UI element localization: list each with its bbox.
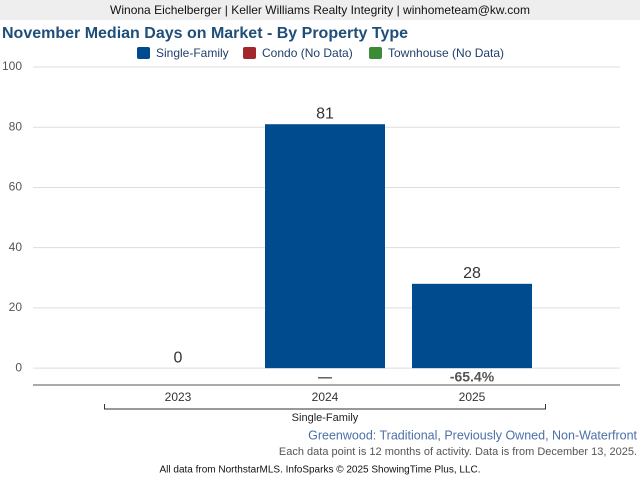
y-tick-label: 20 [9,300,23,314]
y-tick-label: 80 [9,119,23,133]
legend-label: Condo (No Data) [262,46,353,60]
note: Each data point is 12 months of activity… [279,446,637,458]
legend-label: Single-Family [156,46,229,60]
legend-swatch [369,47,382,59]
legend-swatch [137,47,150,59]
chart-title: November Median Days on Market - By Prop… [2,25,408,42]
x-tick-label: 2023 [165,390,192,404]
y-tick-label: 40 [9,240,23,254]
value-label: 28 [463,265,481,282]
y-tick-label: 0 [15,360,22,374]
x-tick-label: 2025 [459,390,486,404]
header-bar [0,0,640,20]
legend-swatch [243,47,256,59]
header-text: Winona Eichelberger | Keller Williams Re… [110,3,530,17]
location: Greenwood: Traditional, Previously Owned… [308,428,637,442]
bar [265,124,385,369]
change-label: — [318,369,332,385]
legend-label: Townhouse (No Data) [388,46,504,60]
group-bracket [104,404,546,410]
source: All data from NorthstarMLS. InfoSparks ©… [159,465,480,476]
value-label: 81 [316,105,334,122]
y-tick-label: 100 [2,59,22,73]
y-tick-label: 60 [9,180,23,194]
value-label: 0 [174,349,183,366]
group-label: Single-Family [292,412,359,424]
x-tick-label: 2024 [312,390,339,404]
change-label: -65.4% [450,369,495,385]
bar [412,283,532,369]
